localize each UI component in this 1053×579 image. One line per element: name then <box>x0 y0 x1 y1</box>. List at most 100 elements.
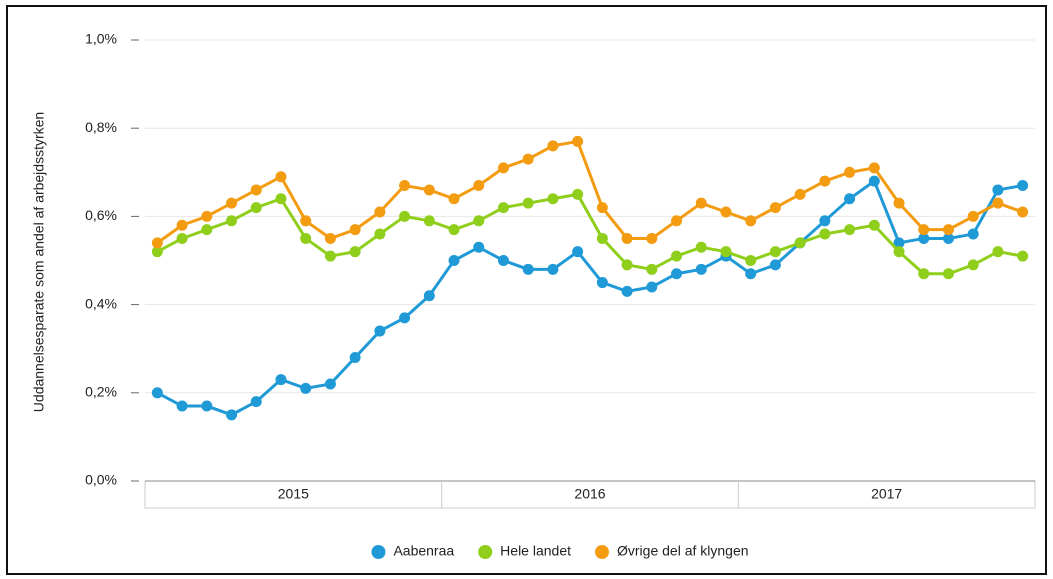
point <box>226 215 238 227</box>
point <box>275 193 287 205</box>
point <box>399 210 411 222</box>
point <box>201 210 213 222</box>
point <box>671 268 683 280</box>
x-group-label: 2016 <box>574 486 605 502</box>
point <box>349 246 361 258</box>
point <box>794 237 806 249</box>
point <box>745 255 757 266</box>
point <box>151 246 163 258</box>
point <box>176 400 188 412</box>
point <box>695 241 707 253</box>
point <box>324 250 336 262</box>
point <box>868 175 880 187</box>
point <box>201 224 213 236</box>
point <box>473 241 485 253</box>
point <box>868 162 880 174</box>
series-line <box>156 192 1023 276</box>
point <box>918 268 930 280</box>
point <box>201 400 213 412</box>
point <box>176 232 188 244</box>
point <box>942 232 954 244</box>
y-tick-label: 0,4% <box>85 295 117 311</box>
point <box>819 228 831 240</box>
point <box>769 246 781 258</box>
point <box>844 224 856 236</box>
point <box>547 193 559 205</box>
point <box>596 277 608 289</box>
legend-label: Øvrige del af klyngen <box>617 543 749 559</box>
point <box>893 197 905 209</box>
y-tick-label: 0,6% <box>85 207 117 223</box>
point <box>547 263 559 275</box>
point <box>572 188 584 200</box>
legend-label: Aabenraa <box>393 543 454 559</box>
point <box>646 281 658 293</box>
point <box>745 215 757 227</box>
point <box>448 193 460 205</box>
point <box>300 382 312 394</box>
point <box>324 378 336 390</box>
point <box>1017 206 1029 218</box>
point <box>473 215 485 227</box>
point <box>992 184 1004 196</box>
point <box>374 206 386 218</box>
point <box>671 215 683 227</box>
y-tick-label: 0,0% <box>85 472 117 488</box>
legend-label: Hele landet <box>500 543 571 559</box>
point <box>918 232 930 244</box>
point <box>374 325 386 337</box>
point <box>942 224 954 236</box>
point <box>844 166 856 178</box>
point <box>893 237 905 249</box>
point <box>300 215 312 227</box>
point <box>695 263 707 275</box>
y-tick-label: 0,2% <box>85 384 117 400</box>
point <box>967 228 979 240</box>
point <box>349 352 361 364</box>
legend-marker <box>371 545 386 559</box>
point <box>374 228 386 240</box>
point <box>572 135 584 147</box>
legend-marker <box>478 545 493 559</box>
point <box>794 188 806 200</box>
point <box>151 387 163 399</box>
point <box>1017 250 1029 262</box>
x-group-label: 2017 <box>871 486 902 502</box>
point <box>621 232 633 244</box>
point <box>250 396 262 408</box>
point <box>275 374 287 386</box>
point <box>497 162 509 174</box>
point <box>646 263 658 275</box>
point <box>596 232 608 244</box>
point <box>918 224 930 236</box>
point <box>349 224 361 236</box>
point <box>275 171 287 183</box>
point <box>522 197 534 209</box>
point <box>1017 180 1029 192</box>
point <box>720 206 732 218</box>
point <box>324 232 336 244</box>
point <box>844 193 856 205</box>
x-group-label: 2015 <box>278 486 309 502</box>
point <box>423 215 435 227</box>
point <box>967 210 979 222</box>
point <box>250 202 262 214</box>
point <box>720 246 732 258</box>
point <box>250 184 262 196</box>
point <box>621 259 633 271</box>
legend-marker <box>595 545 610 559</box>
point <box>522 263 534 275</box>
point <box>497 202 509 214</box>
point <box>745 268 757 280</box>
point <box>176 219 188 231</box>
point <box>695 197 707 209</box>
point <box>473 180 485 192</box>
point <box>769 202 781 214</box>
series-line <box>156 139 1024 245</box>
point <box>572 246 584 258</box>
point <box>819 175 831 187</box>
point <box>992 246 1004 258</box>
point <box>893 246 905 258</box>
point <box>621 285 633 297</box>
